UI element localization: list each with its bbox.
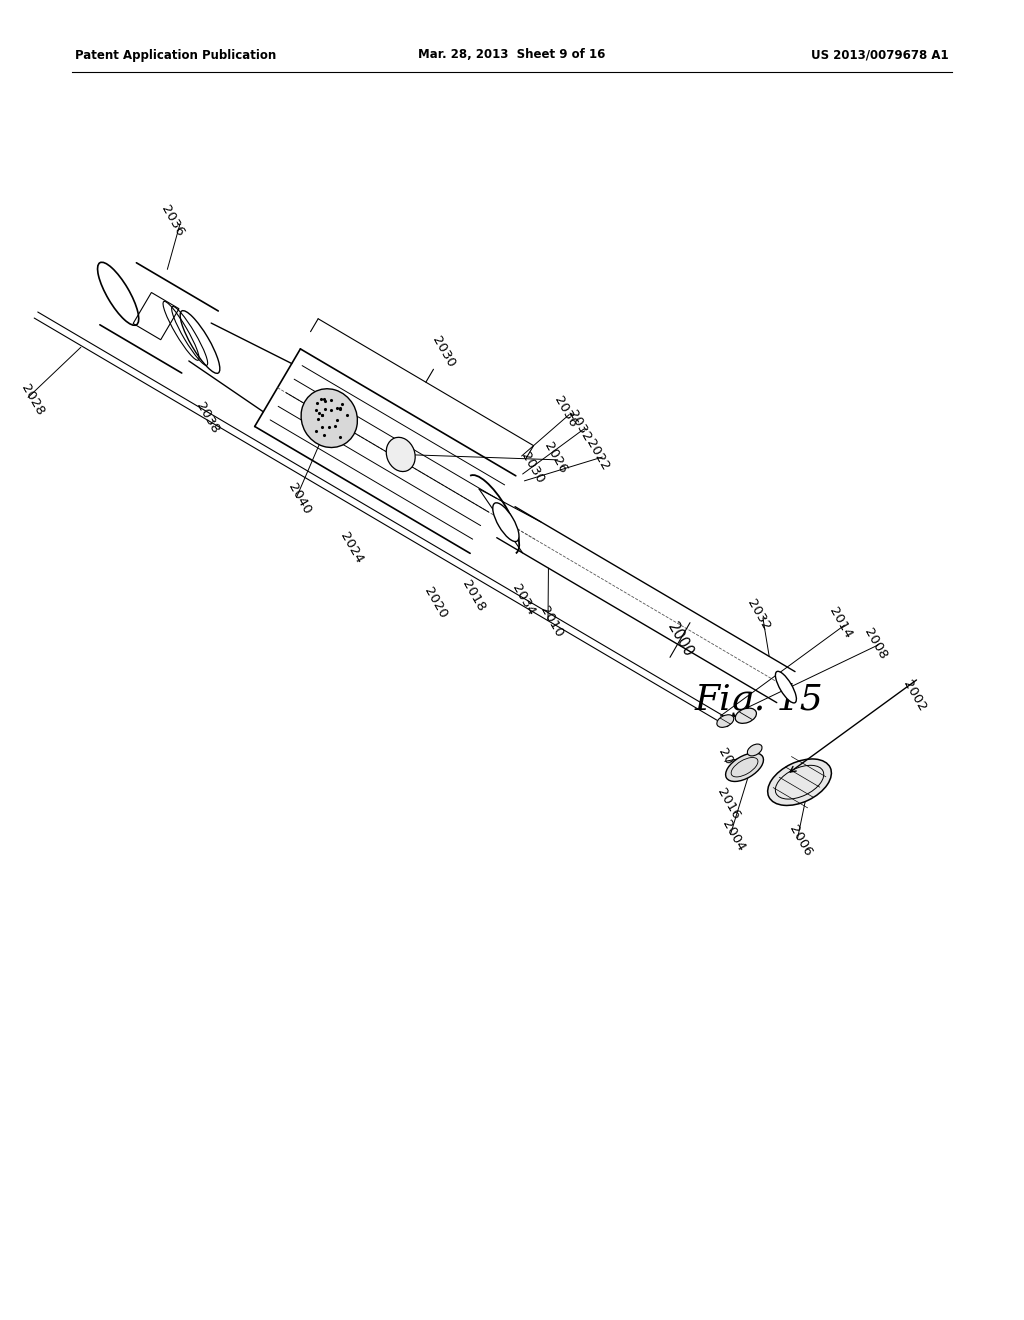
Text: Mar. 28, 2013  Sheet 9 of 16: Mar. 28, 2013 Sheet 9 of 16	[419, 49, 605, 62]
Ellipse shape	[726, 752, 764, 781]
Text: 2032: 2032	[744, 598, 773, 634]
Text: 2032: 2032	[715, 746, 743, 781]
Text: 2002: 2002	[900, 677, 929, 713]
Text: 2040: 2040	[285, 482, 313, 517]
Text: 2018: 2018	[460, 578, 488, 614]
Ellipse shape	[735, 708, 757, 723]
Text: 2024: 2024	[338, 529, 366, 565]
Text: 2030: 2030	[518, 450, 546, 486]
Text: 2004: 2004	[719, 818, 748, 854]
Text: Fig. 15: Fig. 15	[695, 682, 823, 717]
Text: 2036: 2036	[159, 202, 187, 239]
Ellipse shape	[748, 744, 762, 756]
Text: 2014: 2014	[827, 606, 855, 642]
Text: 2028: 2028	[18, 381, 46, 418]
Ellipse shape	[386, 437, 415, 471]
Ellipse shape	[493, 503, 519, 541]
Text: 2010: 2010	[538, 605, 565, 640]
Text: 2008: 2008	[861, 626, 890, 661]
Text: US 2013/0079678 A1: US 2013/0079678 A1	[811, 49, 949, 62]
Text: 2022: 2022	[584, 437, 612, 473]
Ellipse shape	[768, 759, 831, 805]
Text: 2036: 2036	[551, 395, 580, 430]
Text: 2034: 2034	[510, 582, 538, 618]
Text: 2016: 2016	[715, 787, 742, 822]
Text: Patent Application Publication: Patent Application Publication	[75, 49, 276, 62]
Text: 2030: 2030	[429, 334, 458, 370]
Text: 2006: 2006	[786, 822, 814, 858]
Ellipse shape	[180, 310, 220, 374]
Ellipse shape	[775, 672, 797, 704]
Text: 2038: 2038	[194, 400, 221, 436]
Text: 2020: 2020	[421, 585, 450, 620]
Ellipse shape	[97, 263, 138, 325]
Ellipse shape	[717, 714, 734, 727]
Text: 2026: 2026	[541, 441, 569, 477]
Text: 2032: 2032	[565, 408, 594, 445]
Text: 2000: 2000	[665, 620, 696, 660]
Ellipse shape	[301, 389, 357, 447]
